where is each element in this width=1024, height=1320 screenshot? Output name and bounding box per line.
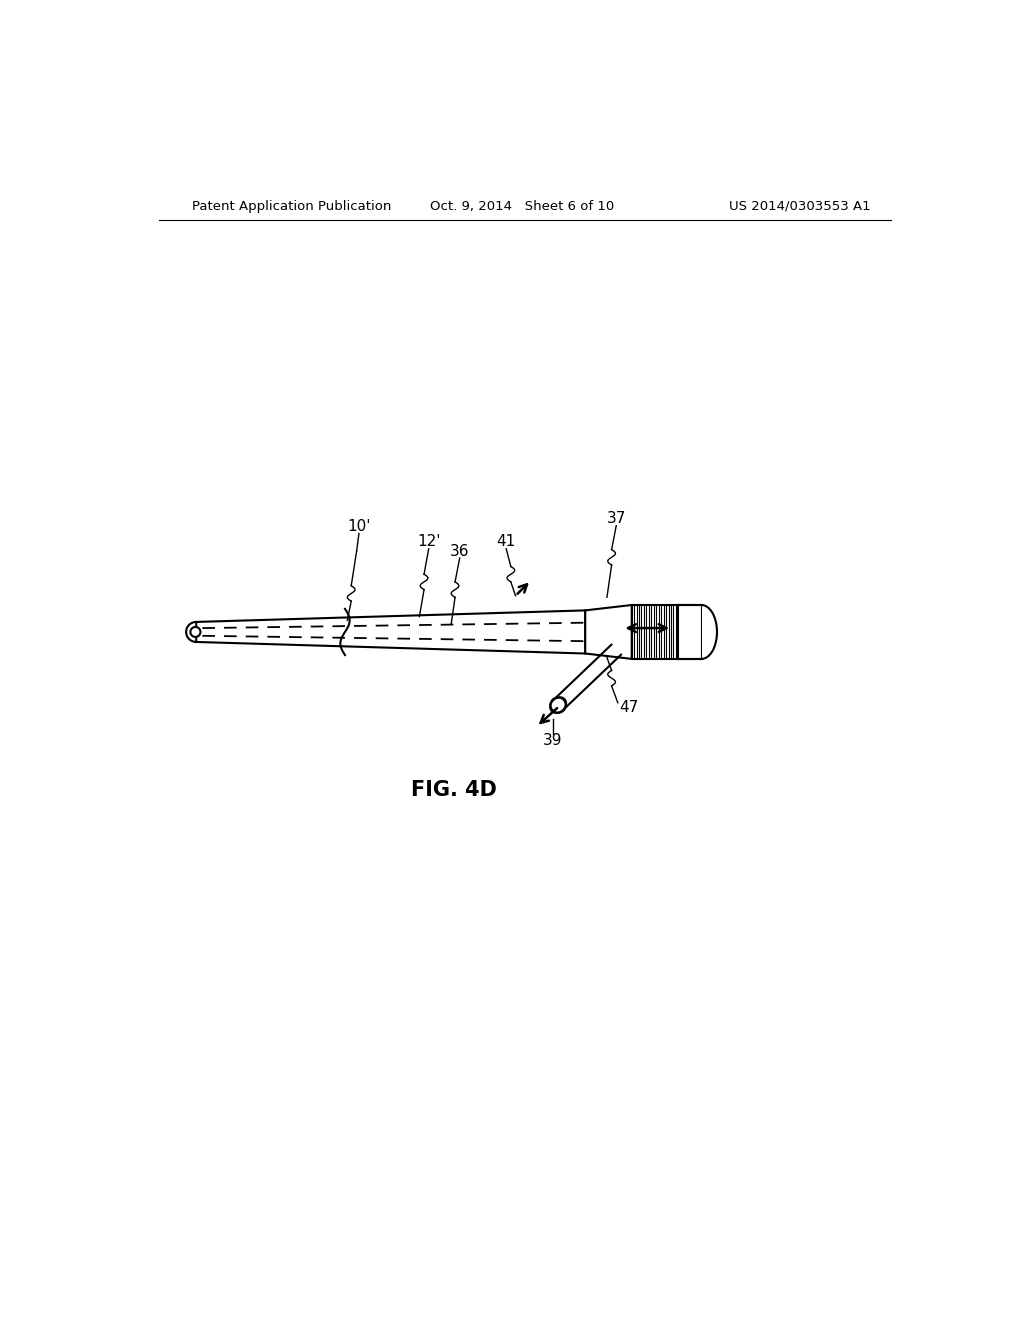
Text: 12': 12' (417, 535, 440, 549)
Text: FIG. 4D: FIG. 4D (411, 780, 497, 800)
Text: US 2014/0303553 A1: US 2014/0303553 A1 (729, 199, 870, 213)
Bar (632, 605, 678, 659)
Bar (678, 605, 701, 659)
Circle shape (551, 697, 566, 713)
Bar (701, 605, 717, 659)
Text: 37: 37 (606, 511, 626, 527)
Polygon shape (197, 610, 586, 653)
Text: Patent Application Publication: Patent Application Publication (191, 199, 391, 213)
Polygon shape (586, 605, 632, 659)
Text: Oct. 9, 2014   Sheet 6 of 10: Oct. 9, 2014 Sheet 6 of 10 (430, 199, 614, 213)
Text: 39: 39 (543, 733, 562, 748)
Text: 36: 36 (450, 544, 469, 558)
Text: 41: 41 (497, 535, 516, 549)
Text: 47: 47 (620, 700, 639, 715)
Circle shape (190, 627, 201, 638)
Text: 10': 10' (347, 519, 371, 535)
